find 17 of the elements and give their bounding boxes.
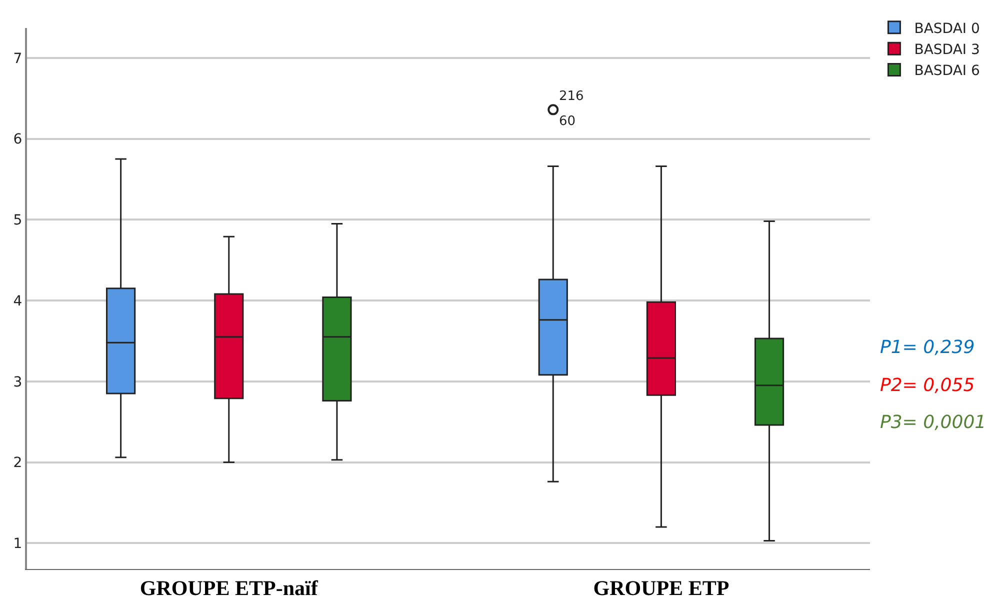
legend-label: BASDAI 6 [914, 63, 980, 80]
y-tick-label: 1 [13, 536, 22, 552]
text: P2= 0,055 [880, 375, 975, 396]
y-tick-label: 3 [13, 374, 22, 390]
y-tick-label: 4 [13, 293, 22, 310]
legend-label: BASDAI 0 [914, 20, 980, 37]
annotation: 60 [559, 114, 576, 129]
text: P3= 0,0001 [880, 412, 986, 433]
x-tick-label: GROUPE ETP-naïf [140, 576, 319, 600]
annotation: 216 [559, 89, 584, 104]
x-tick-label: GROUPE ETP [593, 576, 730, 600]
y-tick-label: 5 [13, 212, 22, 229]
legend-label: BASDAI 3 [914, 42, 980, 58]
y-tick-label: 7 [13, 50, 22, 67]
y-tick-label: 6 [13, 132, 22, 148]
text: P1= 0,239 [880, 337, 975, 358]
y-tick-label: 2 [13, 455, 22, 472]
